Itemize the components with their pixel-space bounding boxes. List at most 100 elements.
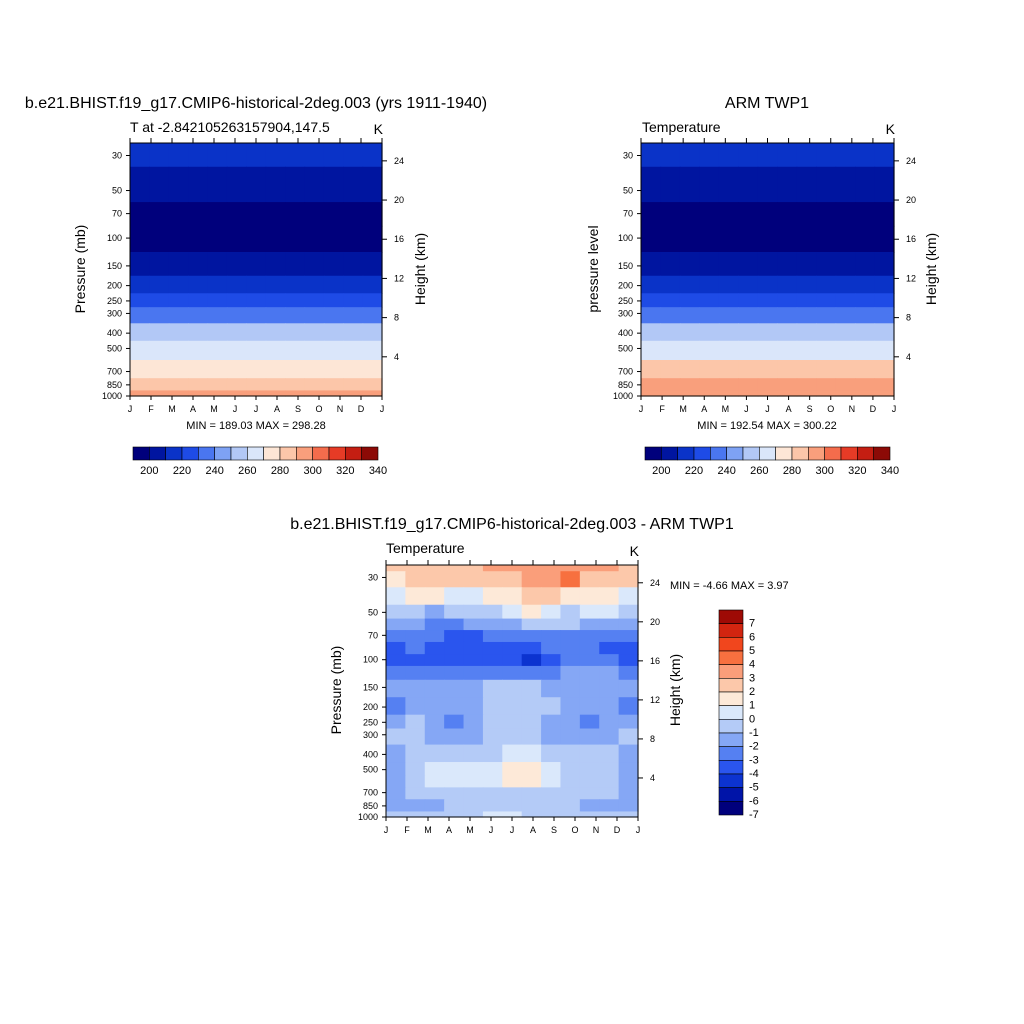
contour-cell: [699, 166, 720, 203]
contour-cell: [149, 390, 170, 397]
contour-cell: [560, 587, 581, 606]
colorbar-label: 220: [173, 465, 191, 477]
y-axis-right-label: Height (km): [667, 654, 683, 726]
contour-cell: [463, 630, 484, 643]
contour-cell: [599, 630, 620, 643]
contour-cell: [757, 202, 778, 227]
y-right-tick-label: 8: [650, 734, 655, 744]
colorbar-label: -3: [749, 754, 759, 766]
contour-cell: [386, 811, 406, 818]
contour-cell: [618, 697, 639, 716]
contour-cell: [386, 641, 406, 655]
contour-cell: [521, 641, 542, 655]
contour-cell: [679, 323, 700, 342]
contour-cell: [777, 225, 798, 253]
contour-cell: [226, 293, 247, 308]
contour-cell: [502, 604, 523, 620]
colorbar-label: 2: [749, 686, 755, 698]
contour-cell: [405, 697, 426, 716]
contour-cell: [444, 630, 465, 643]
contour-cell: [579, 714, 600, 730]
contour-cell: [323, 202, 344, 227]
contour-cell: [541, 604, 562, 620]
contour-cell: [362, 378, 383, 392]
colorbar-swatch: [873, 446, 891, 461]
contour-cell: [149, 378, 170, 392]
contour-cell: [618, 618, 639, 631]
x-tick-label: M: [722, 404, 730, 414]
panel-units-label: K: [374, 121, 384, 137]
colorbar-swatch: [312, 446, 330, 461]
contour-cell: [541, 811, 562, 818]
colorbar-swatch: [718, 691, 744, 706]
x-tick-label: O: [315, 404, 322, 414]
contour-cell: [304, 251, 325, 277]
contour-cell: [444, 728, 465, 746]
panel-variable-label: Temperature: [386, 540, 465, 556]
contour-cell: [207, 166, 228, 203]
contour-cell: [521, 604, 542, 620]
contour-cell: [304, 202, 325, 227]
colorbar-swatch: [718, 637, 744, 652]
contour-cell: [816, 340, 837, 361]
contour-cell: [482, 679, 503, 698]
contour-cell: [405, 762, 426, 777]
y-tick-label: 300: [363, 730, 378, 740]
contour-cell: [618, 775, 639, 788]
contour-cell: [482, 604, 503, 620]
contour-cell: [541, 714, 562, 730]
contour-cell: [521, 697, 542, 716]
contour-cell: [541, 762, 562, 777]
x-tick-label: J: [636, 825, 641, 835]
contour-cell: [679, 340, 700, 361]
contour-cell: [618, 571, 639, 588]
contour-cell: [835, 166, 856, 203]
contour-cell: [168, 340, 189, 361]
contour-cell: [405, 654, 426, 667]
contour-cell: [738, 202, 759, 227]
contour-cell: [796, 307, 817, 324]
contour-cell: [560, 744, 581, 763]
contour-cell: [835, 251, 856, 277]
contour-cell: [405, 811, 426, 818]
contour-cell: [660, 166, 681, 203]
contour-cell: [405, 565, 426, 572]
contour-cell: [618, 762, 639, 777]
contour-cell: [660, 251, 681, 277]
colorbar-swatch: [661, 446, 678, 461]
x-tick-label: J: [639, 404, 644, 414]
contour-cell: [168, 390, 189, 397]
contour-cell: [386, 679, 406, 698]
contour-cell: [463, 679, 484, 698]
contour-cell: [188, 360, 209, 379]
contour-cell: [718, 307, 739, 324]
y-right-tick-label: 12: [906, 273, 916, 283]
contour-cell: [679, 166, 700, 203]
contour-cell: [618, 744, 639, 763]
contour-cell: [641, 390, 662, 397]
contour-cell: [323, 143, 344, 168]
contour-cell: [757, 390, 778, 397]
contour-cell: [482, 811, 503, 818]
contour-cell: [521, 811, 542, 818]
x-tick-label: A: [274, 404, 280, 414]
contour-cell: [482, 571, 503, 588]
contour-cell: [463, 775, 484, 788]
contour-cell: [482, 665, 503, 681]
contour-cell: [579, 799, 600, 813]
contour-cell: [265, 251, 286, 277]
contour-cell: [246, 360, 267, 379]
contour-cell: [323, 360, 344, 379]
contour-cell: [343, 143, 364, 168]
colorbar-label: 320: [336, 465, 354, 477]
x-tick-label: N: [849, 404, 856, 414]
contour-cell: [246, 225, 267, 253]
y-tick-label: 300: [107, 308, 122, 318]
contour-cell: [835, 360, 856, 379]
contour-cell: [855, 202, 876, 227]
contour-cell: [304, 293, 325, 308]
contour-cell: [226, 323, 247, 342]
contour-cell: [699, 340, 720, 361]
colorbar-label: 7: [749, 618, 755, 630]
contour-cell: [660, 390, 681, 397]
